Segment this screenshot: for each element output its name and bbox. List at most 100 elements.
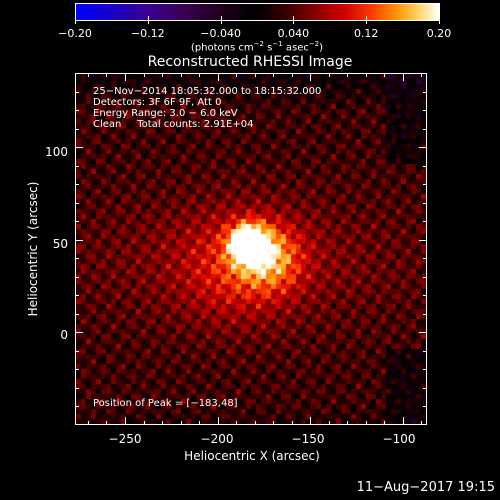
x-minor-tick-top [181, 73, 182, 77]
colorbar-tick-outer [75, 21, 76, 24]
y-minor-tick [75, 110, 79, 111]
x-minor-tick-top [199, 73, 200, 77]
x-axis-label: Heliocentric X (arcsec) [184, 449, 320, 463]
x-minor-tick-top [144, 73, 145, 77]
y-minor-tick-right [423, 166, 427, 167]
colorbar-tick-label: −0.12 [130, 27, 165, 40]
y-major-tick-right [419, 332, 427, 333]
y-minor-tick [75, 129, 79, 130]
y-minor-tick [75, 92, 79, 93]
ytick-label-50: 50 [52, 237, 68, 251]
y-minor-tick [75, 258, 79, 259]
x-minor-tick-top [292, 73, 293, 77]
x-minor-tick [273, 421, 274, 425]
x-minor-tick-top [236, 73, 237, 77]
x-major-tick [125, 417, 126, 425]
colorbar-tick-outer [147, 21, 149, 24]
x-minor-tick [421, 421, 422, 425]
info-total-counts: Clean Total counts: 2.91E+04 [93, 119, 254, 130]
y-axis-label: Heliocentric Y (arcsec) [26, 181, 40, 317]
y-major-tick-right [419, 147, 427, 148]
y-major-tick [75, 147, 83, 148]
y-major-tick-right [419, 240, 427, 241]
x-minor-tick-top [273, 73, 274, 77]
x-minor-tick [88, 421, 89, 425]
x-minor-tick [181, 421, 182, 425]
y-minor-tick [75, 166, 79, 167]
y-minor-tick [75, 369, 79, 370]
y-minor-tick-right [423, 314, 427, 315]
colorbar-tick-outer [366, 21, 368, 24]
colorbar-tick-label: 0.20 [426, 27, 452, 40]
xtick-label-minus150: −150 [291, 432, 325, 446]
y-minor-tick [75, 406, 79, 407]
ytick-label-100: 100 [45, 145, 68, 159]
y-minor-tick-right [423, 203, 427, 204]
y-minor-tick-right [423, 92, 427, 93]
colorbar-tick-outer [439, 21, 440, 24]
x-major-tick [310, 417, 311, 425]
y-minor-tick [75, 277, 79, 278]
y-major-tick [75, 240, 83, 241]
xtick-label-minus100: −100 [382, 432, 416, 446]
y-minor-tick [75, 295, 79, 296]
y-minor-tick [75, 388, 79, 389]
info-time-range: 25−Nov−2014 18:05:32.000 to 18:15:32.000 [93, 86, 322, 97]
plot-title: Reconstructed RHESSI Image [147, 54, 353, 70]
y-minor-tick [75, 221, 79, 222]
plot-frame [75, 73, 427, 425]
y-minor-tick [75, 203, 79, 204]
y-minor-tick-right [423, 369, 427, 370]
x-minor-tick-top [366, 73, 367, 77]
rhessi-image [76, 74, 426, 424]
x-minor-tick [347, 421, 348, 425]
colorbar-units: (photons cm−2 s−1 asec−2) [190, 40, 324, 54]
x-minor-tick-top [347, 73, 348, 77]
y-minor-tick [75, 184, 79, 185]
x-minor-tick [144, 421, 145, 425]
x-minor-tick [106, 421, 107, 425]
y-minor-tick-right [423, 406, 427, 407]
x-minor-tick-top [384, 73, 385, 77]
peak-position-text: Position of Peak = [−183,48] [93, 398, 238, 409]
x-minor-tick [236, 421, 237, 425]
colorbar-tick [220, 16, 222, 21]
x-major-tick-top [218, 73, 219, 81]
y-minor-tick [75, 351, 79, 352]
y-minor-tick-right [423, 351, 427, 352]
colorbar-tick [147, 16, 149, 21]
xtick-label-minus250: −250 [108, 432, 142, 446]
x-minor-tick [162, 421, 163, 425]
colorbar-tick-label: −0.040 [200, 27, 241, 40]
colorbar-tick-outer [293, 21, 295, 24]
y-minor-tick-right [423, 73, 427, 74]
x-minor-tick [255, 421, 256, 425]
y-minor-tick-right [423, 110, 427, 111]
colorbar [75, 3, 440, 21]
colorbar-tick-outer [220, 21, 222, 24]
x-major-tick [403, 417, 404, 425]
ytick-label-0: 0 [60, 328, 68, 342]
y-minor-tick-right [423, 277, 427, 278]
y-minor-tick [75, 314, 79, 315]
y-major-tick [75, 332, 83, 333]
y-minor-tick-right [423, 258, 427, 259]
colorbar-tick-label: −0.20 [58, 27, 92, 40]
colorbar-tick-label: 0.12 [353, 27, 379, 40]
colorbar-tick-label: 0.040 [277, 27, 310, 40]
x-minor-tick-top [162, 73, 163, 77]
x-major-tick-top [403, 73, 404, 81]
x-major-tick-top [310, 73, 311, 81]
y-minor-tick-right [423, 388, 427, 389]
colorbar-tick [439, 16, 440, 21]
y-minor-tick-right [423, 221, 427, 222]
x-minor-tick-top [88, 73, 89, 77]
colorbar-tick [293, 16, 295, 21]
x-major-tick [218, 417, 219, 425]
info-detectors: Detectors: 3F 6F 9F, Att 0 [93, 97, 222, 108]
x-minor-tick-top [255, 73, 256, 77]
x-major-tick-top [125, 73, 126, 81]
x-minor-tick [366, 421, 367, 425]
plot-timestamp: 11−Aug−2017 19:15 [356, 480, 495, 495]
x-minor-tick-top [106, 73, 107, 77]
